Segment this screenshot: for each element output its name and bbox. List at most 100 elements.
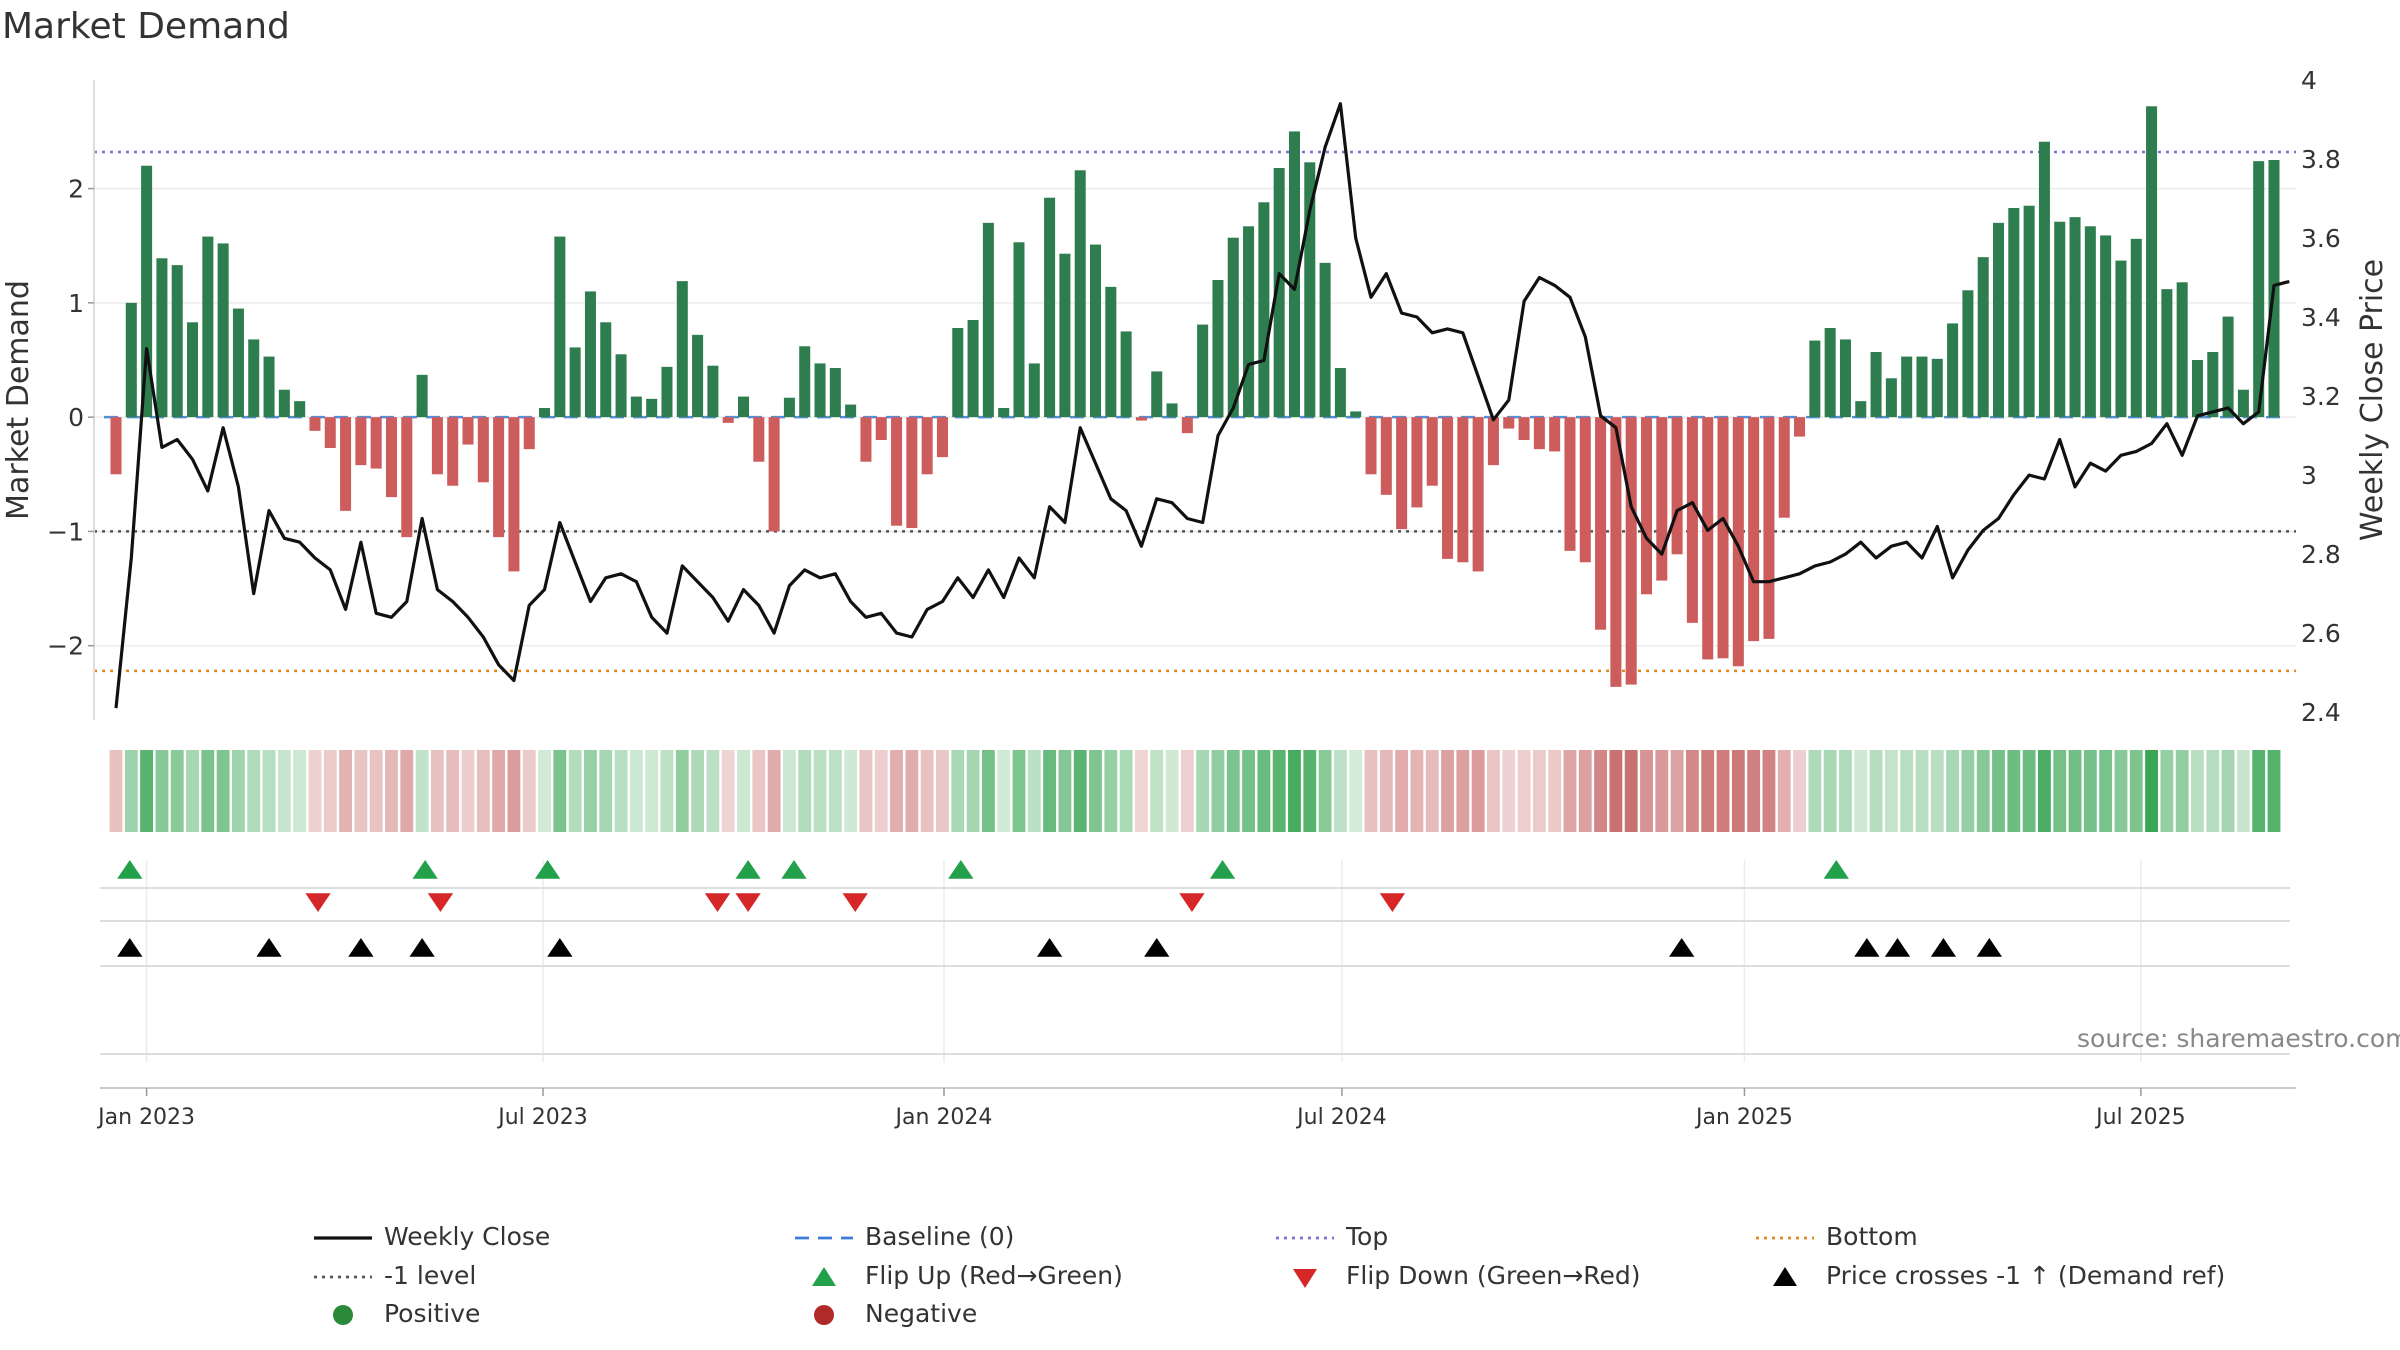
demand-bar	[462, 417, 474, 445]
heat-cell	[308, 750, 322, 832]
heat-cell	[1578, 750, 1592, 832]
demand-bar	[1778, 417, 1790, 518]
demand-bar	[982, 222, 994, 418]
demand-bar	[615, 354, 627, 418]
demand-bar	[1794, 417, 1806, 437]
demand-bar	[1686, 417, 1698, 623]
heat-cell	[1992, 750, 2005, 832]
demand-bar	[1457, 417, 1469, 563]
heat-cell	[920, 750, 934, 832]
heat-cell	[1808, 750, 1822, 832]
heat-cell	[2160, 750, 2174, 832]
x-tick-label: Jul 2025	[2094, 1105, 2186, 1130]
demand-bar	[584, 291, 596, 418]
heat-cell	[1884, 750, 1898, 832]
demand-bar	[1503, 417, 1515, 429]
demand-bar	[2191, 360, 2203, 418]
heat-cell	[186, 750, 199, 832]
demand-bar	[1365, 417, 1377, 475]
left-tick-label: 0	[68, 403, 84, 432]
heat-cell	[1701, 750, 1715, 832]
demand-bar	[1120, 331, 1132, 418]
demand-bar	[1855, 401, 1867, 418]
demand-bar	[1197, 324, 1209, 418]
axes: −2 −1 0 1 2 2.4 2.6 2.8 3 3.2 3.4 3.6 3.8 4 Jan 2023 Ju…	[1, 66, 2390, 1130]
source-label: source: sharemaestro.com	[2077, 1024, 2400, 1053]
demand-bar	[814, 363, 826, 418]
demand-bar	[1839, 339, 1851, 418]
x-tick-label: Jul 2024	[1295, 1105, 1387, 1130]
heat-cell	[2053, 750, 2067, 832]
demand-bar	[1059, 253, 1071, 418]
heat-cell	[1089, 750, 1102, 832]
demand-bar	[845, 404, 857, 418]
heat-cell	[1823, 750, 1837, 832]
heat-cell	[2175, 750, 2189, 832]
demand-bar	[385, 417, 397, 498]
demand-bar	[1962, 290, 1974, 418]
demand-bar	[906, 417, 918, 528]
heat-cell	[1915, 750, 1929, 832]
demand-bar	[554, 236, 566, 418]
demand-bar	[1947, 323, 1959, 418]
demand-bar	[2253, 161, 2265, 418]
heat-cell	[614, 750, 628, 832]
demand-bar	[1243, 226, 1255, 418]
demand-bar	[1610, 417, 1622, 687]
demand-bar	[2069, 217, 2081, 418]
heat-cell	[1211, 750, 1225, 832]
demand-bar	[355, 417, 367, 466]
demand-bar	[1518, 417, 1530, 440]
heat-cell	[2007, 750, 2021, 832]
heat-cell	[997, 750, 1011, 832]
heat-cell	[706, 750, 720, 832]
demand-bar	[1595, 417, 1607, 630]
flip-up-marker	[1823, 860, 1849, 879]
demand-bar	[1258, 202, 1270, 418]
heat-cell	[2083, 750, 2097, 832]
heat-cell	[1839, 750, 1852, 832]
demand-bar	[1824, 328, 1836, 418]
demand-bar	[2054, 221, 2066, 418]
heat-cell	[1379, 750, 1393, 832]
demand-bar	[1166, 403, 1178, 418]
demand-bars	[110, 106, 2280, 687]
demand-bar	[1885, 378, 1897, 418]
heat-cell	[1410, 750, 1424, 832]
heat-cell	[1027, 750, 1041, 832]
demand-bar	[1319, 262, 1331, 418]
demand-bar	[232, 308, 244, 418]
left-axis-title: Market Demand	[1, 280, 36, 520]
flip-up-marker	[781, 860, 807, 879]
demand-bar	[1472, 417, 1484, 572]
x-tick-label: Jul 2023	[496, 1105, 588, 1130]
demand-bar	[248, 339, 260, 418]
demand-bar	[600, 322, 612, 418]
heat-cell	[124, 750, 138, 832]
heat-cell	[1272, 750, 1286, 832]
heat-cell	[1655, 750, 1669, 832]
heat-cell	[2145, 750, 2158, 832]
demand-bar	[493, 417, 505, 538]
heat-cell	[1196, 750, 1210, 832]
demand-bar	[1625, 417, 1637, 685]
heat-cell	[1548, 750, 1562, 832]
demand-bar	[1809, 340, 1821, 418]
demand-bar	[309, 417, 321, 431]
heat-cell	[522, 750, 536, 832]
demand-bar	[1380, 417, 1392, 495]
price-cross-marker	[1930, 938, 1957, 957]
heat-cell	[354, 750, 368, 832]
heat-cell	[2267, 750, 2281, 832]
demand-bar	[2038, 141, 2050, 418]
heat-cell	[1012, 750, 1026, 832]
demand-bar	[661, 366, 673, 418]
demand-bar	[998, 408, 1010, 418]
heat-cell	[1517, 750, 1531, 832]
demand-bar	[1993, 222, 2005, 418]
demand-bar	[1487, 417, 1499, 466]
heat-cell	[1624, 750, 1638, 832]
heat-cell	[1762, 750, 1776, 832]
demand-bar	[1044, 197, 1056, 418]
heat-cell	[155, 750, 169, 832]
